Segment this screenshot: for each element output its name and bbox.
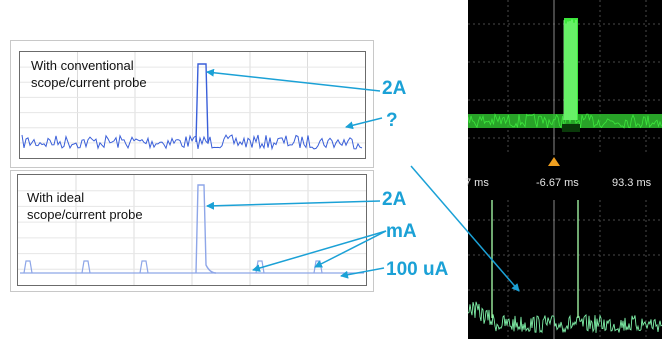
ideal-plot [17,174,367,286]
arrow-ma-1 [252,230,387,272]
ideal-small-pulse [23,260,33,274]
ideal-label-line1: With ideal [27,190,85,205]
ideal-probe-panel: With ideal scope/current probe [10,170,374,292]
arrow-to-scope [410,165,520,292]
scope-top [468,0,662,170]
scope-time-axis [468,170,662,200]
scope-bottom-trace [468,301,662,334]
ideal-label-line2: scope/current probe [27,207,143,222]
ideal-small-pulse [81,260,91,274]
arrow-question [345,117,383,130]
conventional-waveform [20,52,365,158]
conventional-plot [19,51,366,159]
scope-top-display [468,0,662,166]
scope-bottom-display [468,200,662,339]
arrow-100ua [340,267,385,279]
scope-top-burst-base [562,124,580,132]
conventional-label-line1: With conventional [31,58,134,73]
ideal-small-pulse [139,260,149,274]
conventional-noise-trace [21,134,363,151]
ideal-waveform [18,175,366,285]
callout-question: ? [386,110,398,131]
scope-time-label-center: -6.67 ms [536,177,579,189]
ideal-label: With ideal scope/current probe [27,189,143,223]
conventional-label: With conventional scope/current probe [31,57,147,91]
scope-top-burst [564,18,578,120]
conventional-peak [195,63,209,143]
arrow-2a-top [206,68,381,92]
ideal-peak [195,184,217,274]
scope-time-label-right: 93.3 ms [612,177,652,189]
callout-2a-top: 2A [382,78,407,99]
scope-time-label-left: 7 ms [465,177,489,189]
callout-ma: mA [386,221,417,242]
arrow-2a-bottom [206,200,381,210]
trigger-triangle-icon [548,157,560,166]
callout-100ua: 100 uA [386,259,449,280]
conventional-label-line2: scope/current probe [31,75,147,90]
conventional-probe-panel: With conventional scope/current probe [10,40,374,168]
callout-2a-bottom: 2A [382,189,407,210]
arrow-ma-2 [314,230,387,268]
